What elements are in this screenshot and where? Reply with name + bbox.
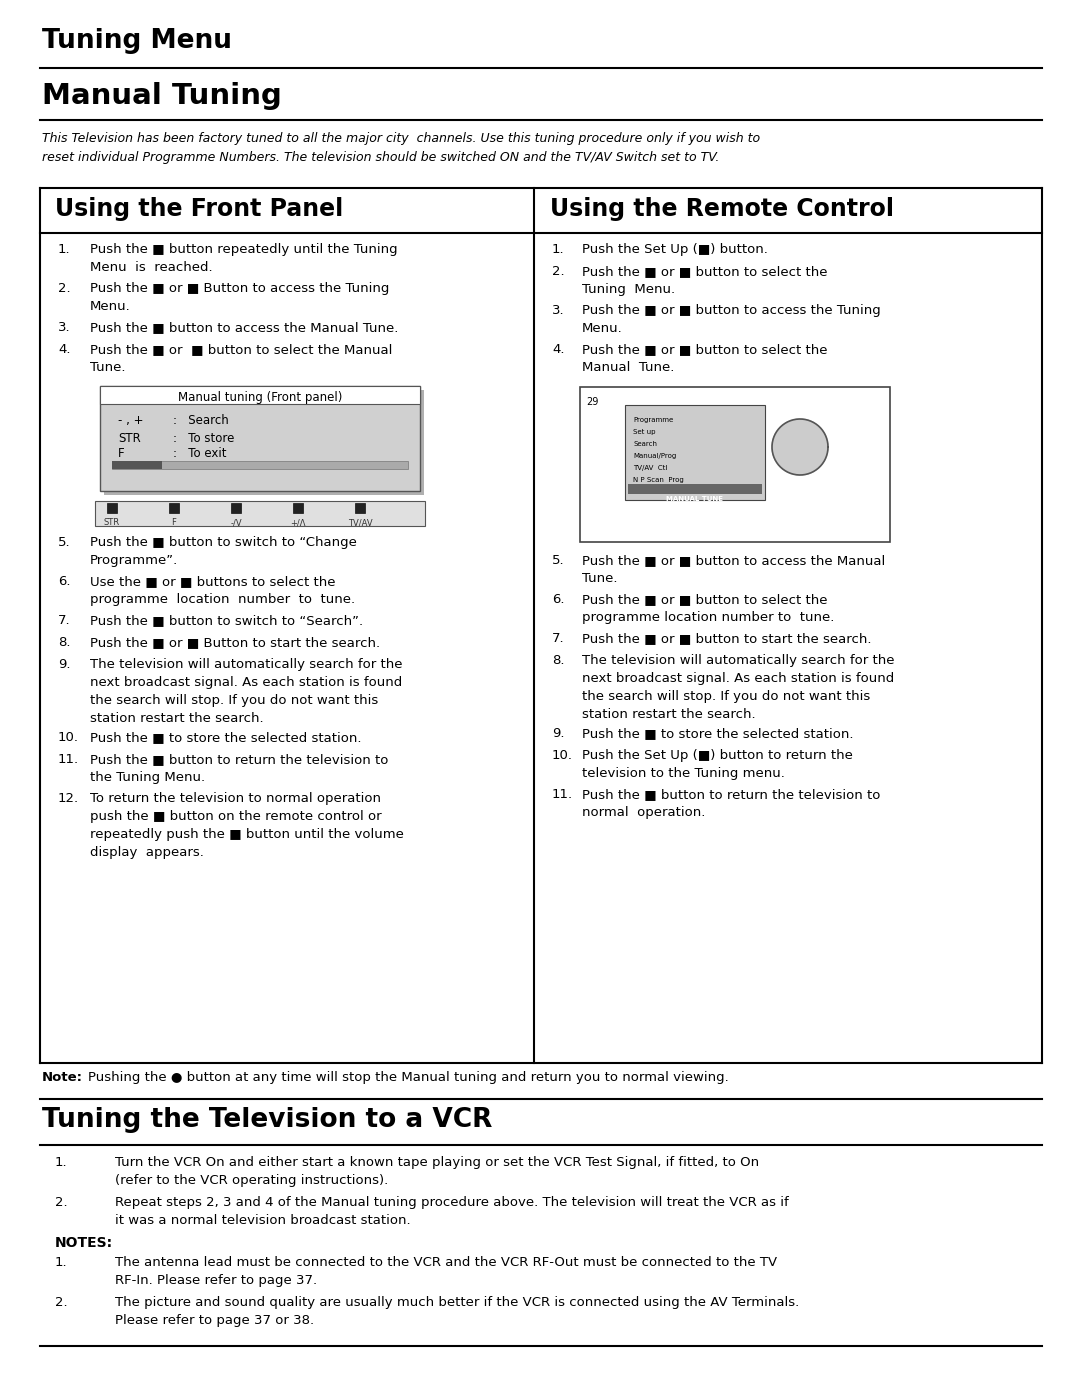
FancyBboxPatch shape xyxy=(95,502,426,527)
Text: 2.: 2. xyxy=(55,1196,68,1208)
Text: Push the ■ or ■ Button to access the Tuning
Menu.: Push the ■ or ■ Button to access the Tun… xyxy=(90,282,390,313)
Circle shape xyxy=(772,419,828,475)
Text: Push the ■ button repeatedly until the Tuning
Menu  is  reached.: Push the ■ button repeatedly until the T… xyxy=(90,243,397,274)
Text: Push the ■ button to switch to “Change
Programme”.: Push the ■ button to switch to “Change P… xyxy=(90,536,356,567)
FancyBboxPatch shape xyxy=(627,483,762,495)
Text: F: F xyxy=(118,447,124,460)
Text: This Television has been factory tuned to all the major city  channels. Use this: This Television has been factory tuned t… xyxy=(42,131,760,163)
Text: F: F xyxy=(172,518,176,527)
Text: +/Λ: +/Λ xyxy=(291,518,306,527)
Text: Use the ■ or ■ buttons to select the
programme  location  number  to  tune.: Use the ■ or ■ buttons to select the pro… xyxy=(90,576,355,606)
Text: 5.: 5. xyxy=(552,555,565,567)
Text: Tuning Menu: Tuning Menu xyxy=(42,28,232,54)
Text: Push the ■ button to switch to “Search”.: Push the ■ button to switch to “Search”. xyxy=(90,615,363,627)
Text: Push the ■ or ■ Button to start the search.: Push the ■ or ■ Button to start the sear… xyxy=(90,636,380,650)
Text: 9.: 9. xyxy=(552,726,565,740)
Text: Push the ■ to store the selected station.: Push the ■ to store the selected station… xyxy=(582,726,853,740)
Text: STR: STR xyxy=(104,518,120,527)
Text: 6.: 6. xyxy=(552,592,565,606)
FancyBboxPatch shape xyxy=(168,503,179,513)
Text: Turn the VCR On and either start a known tape playing or set the VCR Test Signal: Turn the VCR On and either start a known… xyxy=(114,1155,759,1187)
Text: Using the Remote Control: Using the Remote Control xyxy=(550,197,894,221)
FancyBboxPatch shape xyxy=(100,386,420,404)
Text: 9.: 9. xyxy=(58,658,70,671)
Text: Repeat steps 2, 3 and 4 of the Manual tuning procedure above. The television wil: Repeat steps 2, 3 and 4 of the Manual tu… xyxy=(114,1196,788,1227)
Text: The antenna lead must be connected to the VCR and the VCR RF-Out must be connect: The antenna lead must be connected to th… xyxy=(114,1256,778,1287)
Text: -/V: -/V xyxy=(230,518,242,527)
Text: Search: Search xyxy=(633,441,657,447)
Text: Using the Front Panel: Using the Front Panel xyxy=(55,197,343,221)
Text: 1.: 1. xyxy=(55,1155,68,1169)
Text: :   Search: : Search xyxy=(173,414,229,427)
Text: TV/AV  Ctl: TV/AV Ctl xyxy=(633,465,667,471)
FancyBboxPatch shape xyxy=(231,503,241,513)
Text: 6.: 6. xyxy=(58,576,70,588)
Text: NOTES:: NOTES: xyxy=(55,1236,113,1250)
Text: To return the television to normal operation
push the ■ button on the remote con: To return the television to normal opera… xyxy=(90,792,404,859)
FancyBboxPatch shape xyxy=(580,387,890,542)
Text: 8.: 8. xyxy=(552,654,565,666)
Text: Tuning the Television to a VCR: Tuning the Television to a VCR xyxy=(42,1106,492,1133)
Text: The television will automatically search for the
next broadcast signal. As each : The television will automatically search… xyxy=(90,658,403,725)
Text: Push the ■ button to return the television to
the Tuning Menu.: Push the ■ button to return the televisi… xyxy=(90,753,389,784)
Text: 10.: 10. xyxy=(58,731,79,745)
Text: 1.: 1. xyxy=(58,243,70,256)
Text: 1.: 1. xyxy=(552,243,565,256)
Text: STR: STR xyxy=(118,432,140,446)
Text: 3.: 3. xyxy=(58,321,70,334)
Text: 11.: 11. xyxy=(552,788,573,800)
Text: - , +: - , + xyxy=(118,414,144,427)
Text: 10.: 10. xyxy=(552,749,573,761)
Text: Push the ■ or ■ button to access the Manual
Tune.: Push the ■ or ■ button to access the Man… xyxy=(582,555,886,585)
Text: Push the Set Up (■) button to return the
television to the Tuning menu.: Push the Set Up (■) button to return the… xyxy=(582,749,853,780)
Text: Set up: Set up xyxy=(633,429,656,434)
Text: :   To exit: : To exit xyxy=(173,447,227,460)
Text: Push the ■ or ■ button to start the search.: Push the ■ or ■ button to start the sear… xyxy=(582,631,872,645)
Text: Push the ■ button to access the Manual Tune.: Push the ■ button to access the Manual T… xyxy=(90,321,399,334)
FancyBboxPatch shape xyxy=(112,461,408,469)
FancyBboxPatch shape xyxy=(355,503,365,513)
Text: 7.: 7. xyxy=(552,631,565,645)
Text: 1.: 1. xyxy=(55,1256,68,1268)
Text: Programme: Programme xyxy=(633,416,673,423)
Text: 4.: 4. xyxy=(552,344,565,356)
Text: TV/AV: TV/AV xyxy=(348,518,373,527)
Text: Push the ■ button to return the television to
normal  operation.: Push the ■ button to return the televisi… xyxy=(582,788,880,819)
Text: 7.: 7. xyxy=(58,615,70,627)
Text: 8.: 8. xyxy=(58,636,70,650)
FancyBboxPatch shape xyxy=(104,390,424,495)
Text: The picture and sound quality are usually much better if the VCR is connected us: The picture and sound quality are usuall… xyxy=(114,1296,799,1327)
Text: 29: 29 xyxy=(586,397,598,407)
Text: Manual Tuning: Manual Tuning xyxy=(42,82,282,110)
Text: 2.: 2. xyxy=(552,265,565,278)
Text: 2.: 2. xyxy=(58,282,70,295)
Text: N P Scan  Prog: N P Scan Prog xyxy=(633,476,684,483)
FancyBboxPatch shape xyxy=(293,503,303,513)
Text: MANUAL TUNE: MANUAL TUNE xyxy=(666,496,724,502)
Text: Push the Set Up (■) button.: Push the Set Up (■) button. xyxy=(582,243,768,256)
Text: Note:: Note: xyxy=(42,1071,83,1084)
Text: Push the ■ to store the selected station.: Push the ■ to store the selected station… xyxy=(90,731,362,745)
Text: 12.: 12. xyxy=(58,792,79,805)
FancyBboxPatch shape xyxy=(107,503,117,513)
Text: 4.: 4. xyxy=(58,344,70,356)
Text: The television will automatically search for the
next broadcast signal. As each : The television will automatically search… xyxy=(582,654,894,721)
Text: Manual/Prog: Manual/Prog xyxy=(633,453,676,460)
Text: Push the ■ or  ■ button to select the Manual
Tune.: Push the ■ or ■ button to select the Man… xyxy=(90,344,392,374)
Text: Push the ■ or ■ button to select the
Manual  Tune.: Push the ■ or ■ button to select the Man… xyxy=(582,344,827,374)
FancyBboxPatch shape xyxy=(625,405,765,500)
Text: :   To store: : To store xyxy=(173,432,234,446)
Text: Push the ■ or ■ button to select the
Tuning  Menu.: Push the ■ or ■ button to select the Tun… xyxy=(582,265,827,296)
FancyBboxPatch shape xyxy=(112,461,162,469)
Text: 5.: 5. xyxy=(58,536,70,549)
Text: Manual tuning (Front panel): Manual tuning (Front panel) xyxy=(178,391,342,404)
FancyBboxPatch shape xyxy=(100,386,420,490)
Text: 2.: 2. xyxy=(55,1296,68,1309)
Text: Push the ■ or ■ button to access the Tuning
Menu.: Push the ■ or ■ button to access the Tun… xyxy=(582,305,881,335)
Text: Pushing the ● button at any time will stop the Manual tuning and return you to n: Pushing the ● button at any time will st… xyxy=(87,1071,729,1084)
Text: 3.: 3. xyxy=(552,305,565,317)
Text: 11.: 11. xyxy=(58,753,79,766)
Text: Push the ■ or ■ button to select the
programme location number to  tune.: Push the ■ or ■ button to select the pro… xyxy=(582,592,835,624)
